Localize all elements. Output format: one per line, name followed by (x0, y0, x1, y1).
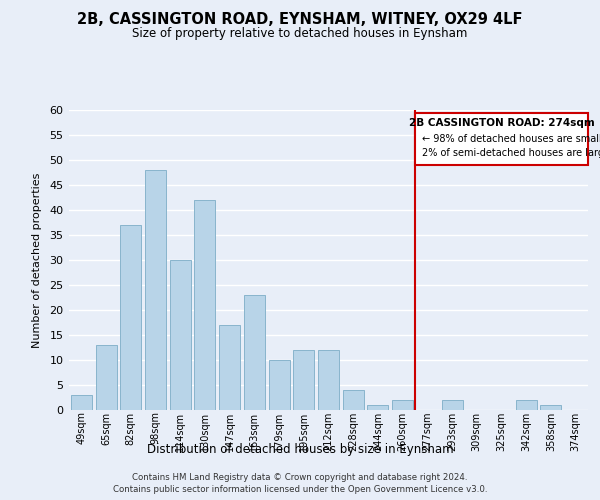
Bar (392, 400, 413, 410)
Text: Size of property relative to detached houses in Eynsham: Size of property relative to detached ho… (133, 28, 467, 40)
Bar (516, 400, 537, 410)
Bar (194, 200, 215, 410)
Bar (318, 350, 339, 410)
Text: 2B, CASSINGTON ROAD, EYNSHAM, WITNEY, OX29 4LF: 2B, CASSINGTON ROAD, EYNSHAM, WITNEY, OX… (77, 12, 523, 28)
Bar (244, 295, 265, 410)
Bar (120, 225, 141, 410)
Bar (145, 170, 166, 410)
Text: Distribution of detached houses by size in Eynsham: Distribution of detached houses by size … (146, 442, 454, 456)
Text: Contains HM Land Registry data © Crown copyright and database right 2024.: Contains HM Land Registry data © Crown c… (132, 472, 468, 482)
Text: 2% of semi-detached houses are larger (5) →: 2% of semi-detached houses are larger (5… (422, 148, 600, 158)
Text: Contains public sector information licensed under the Open Government Licence v3: Contains public sector information licen… (113, 485, 487, 494)
Text: ← 98% of detached houses are smaller (253): ← 98% of detached houses are smaller (25… (422, 134, 600, 143)
Bar (95, 345, 116, 410)
Bar (269, 360, 290, 410)
Y-axis label: Number of detached properties: Number of detached properties (32, 172, 43, 348)
Bar (367, 405, 388, 410)
Text: 2B CASSINGTON ROAD: 274sqm: 2B CASSINGTON ROAD: 274sqm (409, 118, 595, 128)
Bar (170, 260, 191, 410)
Bar (442, 400, 463, 410)
Bar (541, 405, 562, 410)
Bar (293, 350, 314, 410)
Bar (343, 390, 364, 410)
Bar (219, 325, 240, 410)
Bar (71, 395, 92, 410)
FancyBboxPatch shape (415, 112, 588, 165)
